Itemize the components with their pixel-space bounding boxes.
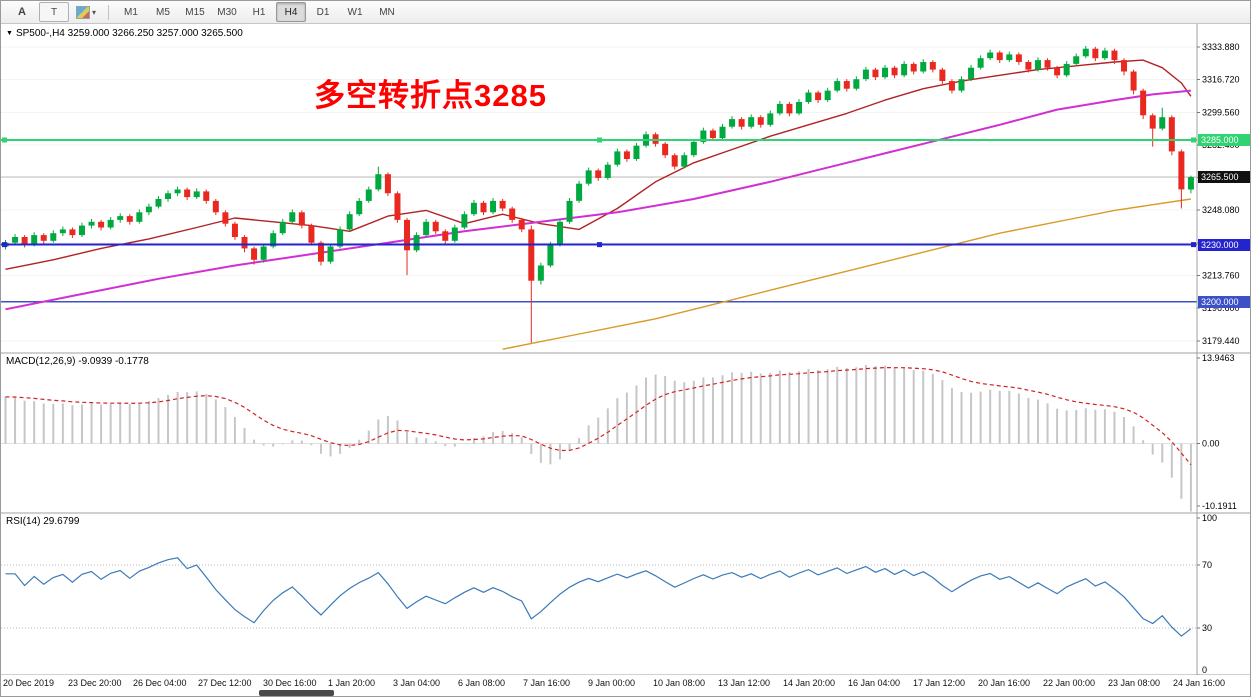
ma-slow-line bbox=[502, 198, 1192, 350]
time-label: 26 Dec 04:00 bbox=[133, 678, 187, 688]
timeframe-h1[interactable]: H1 bbox=[252, 6, 266, 18]
macd-histogram bbox=[4, 365, 1192, 512]
time-label: 9 Jan 00:00 bbox=[588, 678, 636, 688]
ma-fast-line bbox=[5, 59, 1192, 270]
time-label: 16 Jan 04:00 bbox=[848, 678, 901, 688]
time-label: 30 Dec 16:00 bbox=[263, 678, 317, 688]
price-tick: 3196.600 bbox=[1202, 303, 1240, 313]
timeframe-m5[interactable]: M5 bbox=[156, 6, 170, 18]
macd-tick: 0.00 bbox=[1202, 439, 1220, 449]
time-label: 24 Jan 16:00 bbox=[1173, 678, 1226, 688]
timeframe-mn[interactable]: MN bbox=[379, 6, 395, 18]
symbol-ohlc-text: SP500-,H4 3259.000 3266.250 3257.000 326… bbox=[15, 28, 243, 39]
grid-layer bbox=[1, 46, 1197, 342]
time-label: 23 Dec 20:00 bbox=[68, 678, 122, 688]
timeframe-w1[interactable]: W1 bbox=[347, 6, 363, 18]
macd-signal-line bbox=[5, 366, 1192, 466]
palette-icon bbox=[75, 5, 90, 19]
color-scheme-button[interactable]: ▾ bbox=[71, 2, 101, 22]
resistance-3285-line[interactable] bbox=[1, 137, 1197, 143]
timeframe-group: M1 M5 M15 M30 H1 H4 D1 W1 MN bbox=[116, 2, 402, 22]
ma-mid-line bbox=[5, 89, 1191, 311]
annotation-text[interactable]: 多空转折点3285 bbox=[314, 78, 547, 113]
time-label: 7 Jan 16:00 bbox=[523, 678, 571, 688]
time-label: 27 Dec 12:00 bbox=[198, 678, 252, 688]
macd-tick: 13.9463 bbox=[1202, 353, 1235, 363]
scrollbar-thumb[interactable] bbox=[259, 690, 334, 696]
time-label: 13 Jan 12:00 bbox=[718, 678, 771, 688]
time-label: 17 Jan 12:00 bbox=[913, 678, 966, 688]
symbol-dropdown-icon[interactable]: ▼ bbox=[6, 30, 13, 37]
rsi-tick: 70 bbox=[1202, 560, 1212, 570]
bid-price-badge: 3265.500 bbox=[1198, 171, 1250, 184]
time-label: 6 Jan 08:00 bbox=[458, 678, 506, 688]
macd-tick: -10.1911 bbox=[1202, 501, 1237, 511]
timeframe-h4[interactable]: H4 bbox=[276, 2, 306, 22]
time-label: 23 Jan 08:00 bbox=[1108, 678, 1161, 688]
symbol-info: ▼ SP500-,H4 3259.000 3266.250 3257.000 32… bbox=[6, 28, 243, 39]
time-label: 10 Jan 08:00 bbox=[653, 678, 706, 688]
chart-canvas[interactable]: 3333.8803316.7203299.5603282.4003265.240… bbox=[1, 24, 1251, 697]
support-3230-line[interactable] bbox=[1, 242, 1197, 248]
price-tick: 3213.760 bbox=[1202, 270, 1240, 280]
timeframe-m1[interactable]: M1 bbox=[124, 6, 138, 18]
macd-label: MACD(12,26,9) -9.0939 -0.1778 bbox=[6, 356, 149, 367]
rsi-line bbox=[5, 557, 1192, 637]
price-badge-3230.000: 3230.000 bbox=[1198, 238, 1250, 251]
time-label: 1 Jan 20:00 bbox=[328, 678, 376, 688]
rsi-levels bbox=[1, 564, 1197, 629]
arrow-tool-button[interactable]: A bbox=[18, 6, 26, 18]
rsi-label: RSI(14) 29.6799 bbox=[6, 516, 80, 527]
text-tool-button[interactable]: T bbox=[39, 2, 69, 22]
toolbar: A T ▾ M1 M5 M15 M30 H1 H4 D1 W1 MN bbox=[1, 1, 1250, 24]
time-label: 20 Dec 2019 bbox=[3, 678, 55, 688]
price-tick: 3248.080 bbox=[1202, 205, 1240, 215]
toolbar-separator bbox=[108, 4, 109, 20]
timeframe-m15[interactable]: M15 bbox=[185, 6, 205, 18]
time-label: 3 Jan 04:00 bbox=[393, 678, 441, 688]
price-badge-3200.000: 3200.000 bbox=[1198, 295, 1250, 308]
price-tick: 3316.720 bbox=[1202, 75, 1240, 85]
price-tick: 3179.440 bbox=[1202, 336, 1240, 346]
time-label: 14 Jan 20:00 bbox=[783, 678, 836, 688]
rsi-tick: 100 bbox=[1202, 513, 1217, 523]
chevron-down-icon: ▾ bbox=[91, 7, 96, 17]
chart-area: 3333.8803316.7203299.5603282.4003265.240… bbox=[1, 24, 1251, 697]
price-tick: 3333.880 bbox=[1202, 42, 1240, 52]
time-label: 22 Jan 00:00 bbox=[1043, 678, 1096, 688]
timeframe-m30[interactable]: M30 bbox=[217, 6, 237, 18]
price-badge-3285.000: 3285.000 bbox=[1198, 134, 1250, 146]
candles-layer bbox=[2, 45, 1194, 343]
horizontal-scrollbar[interactable] bbox=[1, 690, 1196, 696]
rsi-tick: 30 bbox=[1202, 623, 1212, 633]
rsi-tick: 0 bbox=[1202, 665, 1207, 675]
time-label: 20 Jan 16:00 bbox=[978, 678, 1031, 688]
price-tick: 3299.560 bbox=[1202, 107, 1240, 117]
timeframe-d1[interactable]: D1 bbox=[316, 6, 330, 18]
